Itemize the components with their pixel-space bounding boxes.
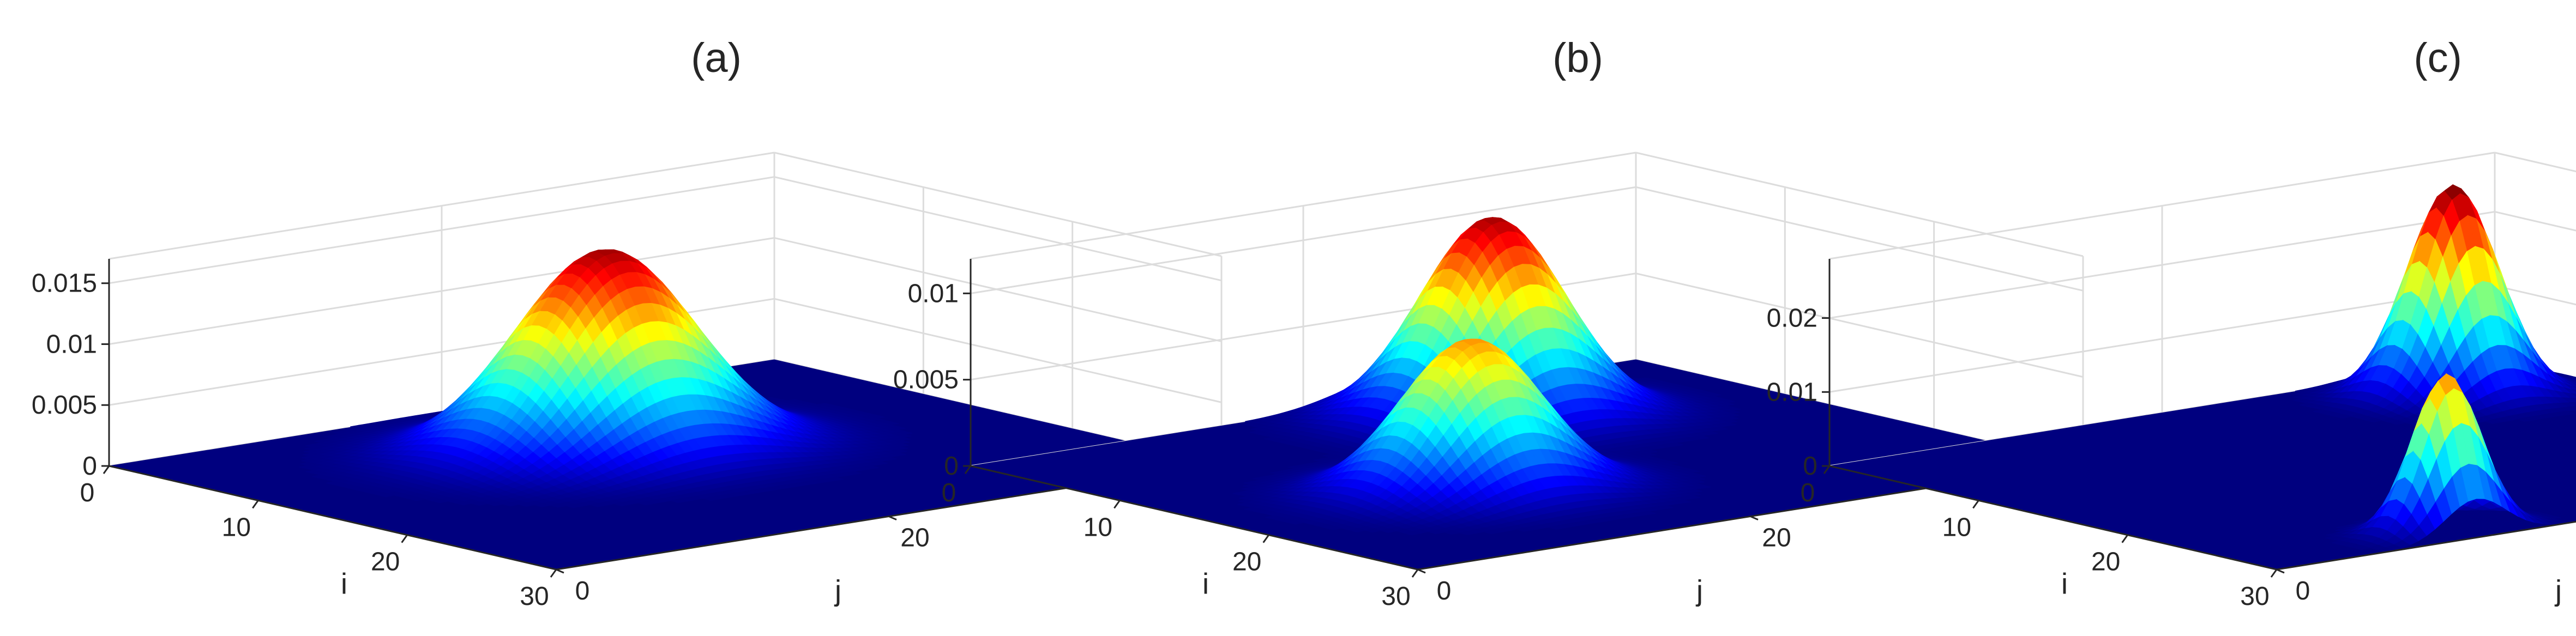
x-tick-label: 20 (371, 548, 400, 577)
z-tick-label: 0.005 (893, 366, 959, 395)
x-tick-mark (401, 534, 408, 543)
x-tick-label: 10 (1084, 513, 1112, 542)
x-axis-label: i (1202, 568, 1209, 601)
y-tick-label: 20 (900, 524, 929, 553)
x-tick-label: 0 (80, 478, 95, 507)
surface-patch (703, 496, 719, 501)
x-tick-mark (252, 500, 259, 509)
x-tick-label: 10 (222, 513, 251, 542)
y-tick-mark (888, 516, 897, 520)
y-tick-label: 20 (1762, 524, 1791, 553)
y-tick-mark (1750, 516, 1759, 520)
x-tick-mark (550, 569, 557, 578)
x-tick-mark (103, 465, 110, 474)
y-tick-mark (556, 568, 564, 574)
x-tick-mark (1262, 534, 1269, 543)
x-tick-label: 30 (1381, 582, 1410, 611)
y-tick-mark (1417, 568, 1426, 574)
x-tick-label: 20 (1232, 548, 1261, 577)
panel-label: (a) (691, 35, 742, 81)
y-tick-label: 0 (1437, 577, 1452, 605)
z-tick-label: 0 (944, 452, 959, 481)
surface-mesh (109, 249, 1222, 570)
panel-label: (b) (1552, 35, 1603, 81)
surface-patch (670, 499, 687, 504)
grid-edge (2494, 152, 2576, 173)
z-tick-label: 0 (82, 452, 97, 481)
x-tick-mark (1411, 569, 1419, 578)
x-tick-label: 30 (520, 582, 549, 611)
z-tick-label: 0.005 (32, 391, 97, 420)
surface-patch (638, 501, 654, 506)
grid-edge (774, 152, 1222, 257)
surface-mesh (1829, 184, 2576, 570)
z-tick-label: 0.01 (908, 279, 959, 308)
z-gridline (109, 176, 1222, 284)
y-axis-label: j (1695, 574, 1703, 607)
grid-edge (1635, 152, 2084, 257)
surface-mesh (970, 217, 2084, 570)
x-tick-mark (1114, 500, 1121, 509)
x-tick-label: 0 (942, 478, 956, 507)
y-tick-label: 0 (575, 577, 590, 605)
z-tick-label: 0.01 (46, 330, 97, 359)
y-axis-label: j (834, 574, 841, 607)
z-tick-label: 0.015 (32, 269, 97, 298)
surface-patch (614, 501, 630, 506)
x-axis-label: i (341, 568, 347, 601)
surface-patch (590, 502, 606, 507)
